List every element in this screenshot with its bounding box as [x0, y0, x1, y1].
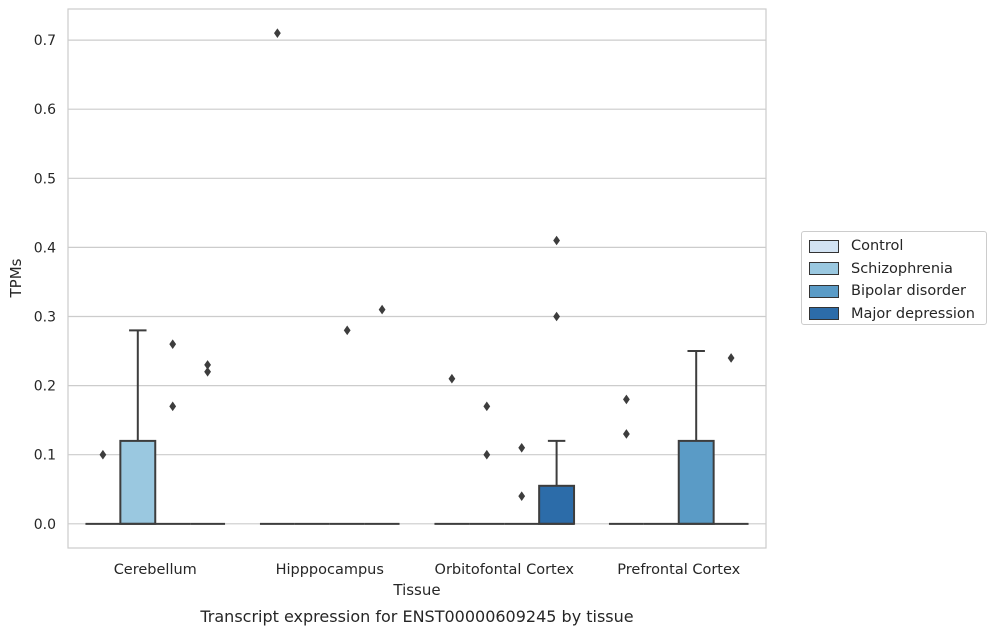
legend-label-bipolar-disorder: Bipolar disorder: [851, 283, 966, 300]
x-axis-label: Tissue: [392, 581, 440, 599]
outlier-point: [553, 235, 560, 246]
outlier-point: [99, 449, 107, 460]
legend-label-control: Control: [851, 238, 904, 255]
outlier-point: [204, 360, 211, 370]
y-tick-label: 0.6: [34, 102, 56, 118]
outlier-point: [274, 28, 281, 38]
box-body: [119, 439, 157, 525]
x-tick-label: Hipppocampus: [276, 562, 384, 578]
legend-swatch-bipolar-disorder: [809, 284, 839, 298]
legend-label-major-depression: Major depression: [851, 305, 975, 322]
legend-item-major-depression: Major depression: [809, 303, 986, 326]
legend-label-schizophrenia: Schizophrenia: [851, 260, 953, 277]
x-tick-label: Prefrontal Cortex: [617, 562, 740, 578]
legend-swatch-control: [809, 239, 839, 253]
box-body: [538, 484, 576, 525]
legend-item-control: Control: [809, 235, 986, 258]
boxes: [85, 329, 749, 525]
outlier-point: [204, 366, 211, 377]
x-tick-label: Cerebellum: [114, 562, 197, 578]
y-axis-label: TPMs: [7, 258, 25, 298]
legend-swatch-schizophrenia: [809, 262, 839, 276]
legend: Control Schizophrenia Bipolar disorder M…: [801, 231, 987, 325]
y-axis-ticks: 0.0 0.1 0.2 0.3 0.4 0.5 0.6 0.7: [34, 33, 56, 533]
plot-area: [67, 8, 767, 549]
outlier-point: [483, 401, 491, 412]
legend-item-schizophrenia: Schizophrenia: [809, 258, 986, 281]
x-axis-ticks: Cerebellum Hipppocampus Orbitofontal Corte…: [114, 562, 741, 578]
legend-item-bipolar-disorder: Bipolar disorder: [809, 280, 986, 303]
box-body: [677, 439, 715, 525]
y-tick-label: 0.5: [34, 171, 56, 187]
outlier-point: [343, 325, 351, 336]
box-major-depression-orbitofontal-cortex: [538, 439, 576, 525]
y-tick-label: 0.0: [34, 517, 56, 533]
outlier-point: [378, 304, 386, 315]
outlier-point: [448, 373, 456, 384]
outlier-point: [727, 353, 735, 363]
y-tick-label: 0.3: [34, 310, 56, 326]
outlier-point: [169, 401, 177, 412]
outlier-point: [553, 311, 560, 322]
x-tick-label: Orbitofontal Cortex: [435, 562, 575, 578]
y-tick-label: 0.1: [34, 448, 56, 464]
legend-swatch-major-depression: [809, 307, 839, 321]
outlier-point: [518, 491, 526, 501]
outlier-point: [169, 339, 177, 349]
outlier-point: [518, 443, 526, 453]
chart-title: Transcript expression for ENST0000060924…: [199, 607, 633, 626]
outliers: [99, 28, 735, 501]
box-schizophrenia-cerebellum: [119, 329, 157, 525]
outlier-point: [483, 449, 491, 460]
y-tick-label: 0.7: [34, 33, 56, 49]
y-tick-label: 0.2: [34, 379, 56, 395]
outlier-point: [623, 429, 630, 439]
y-tick-label: 0.4: [34, 240, 56, 256]
box-bipolar-disorder-prefrontal-cortex: [677, 350, 715, 525]
outlier-point: [623, 394, 630, 405]
